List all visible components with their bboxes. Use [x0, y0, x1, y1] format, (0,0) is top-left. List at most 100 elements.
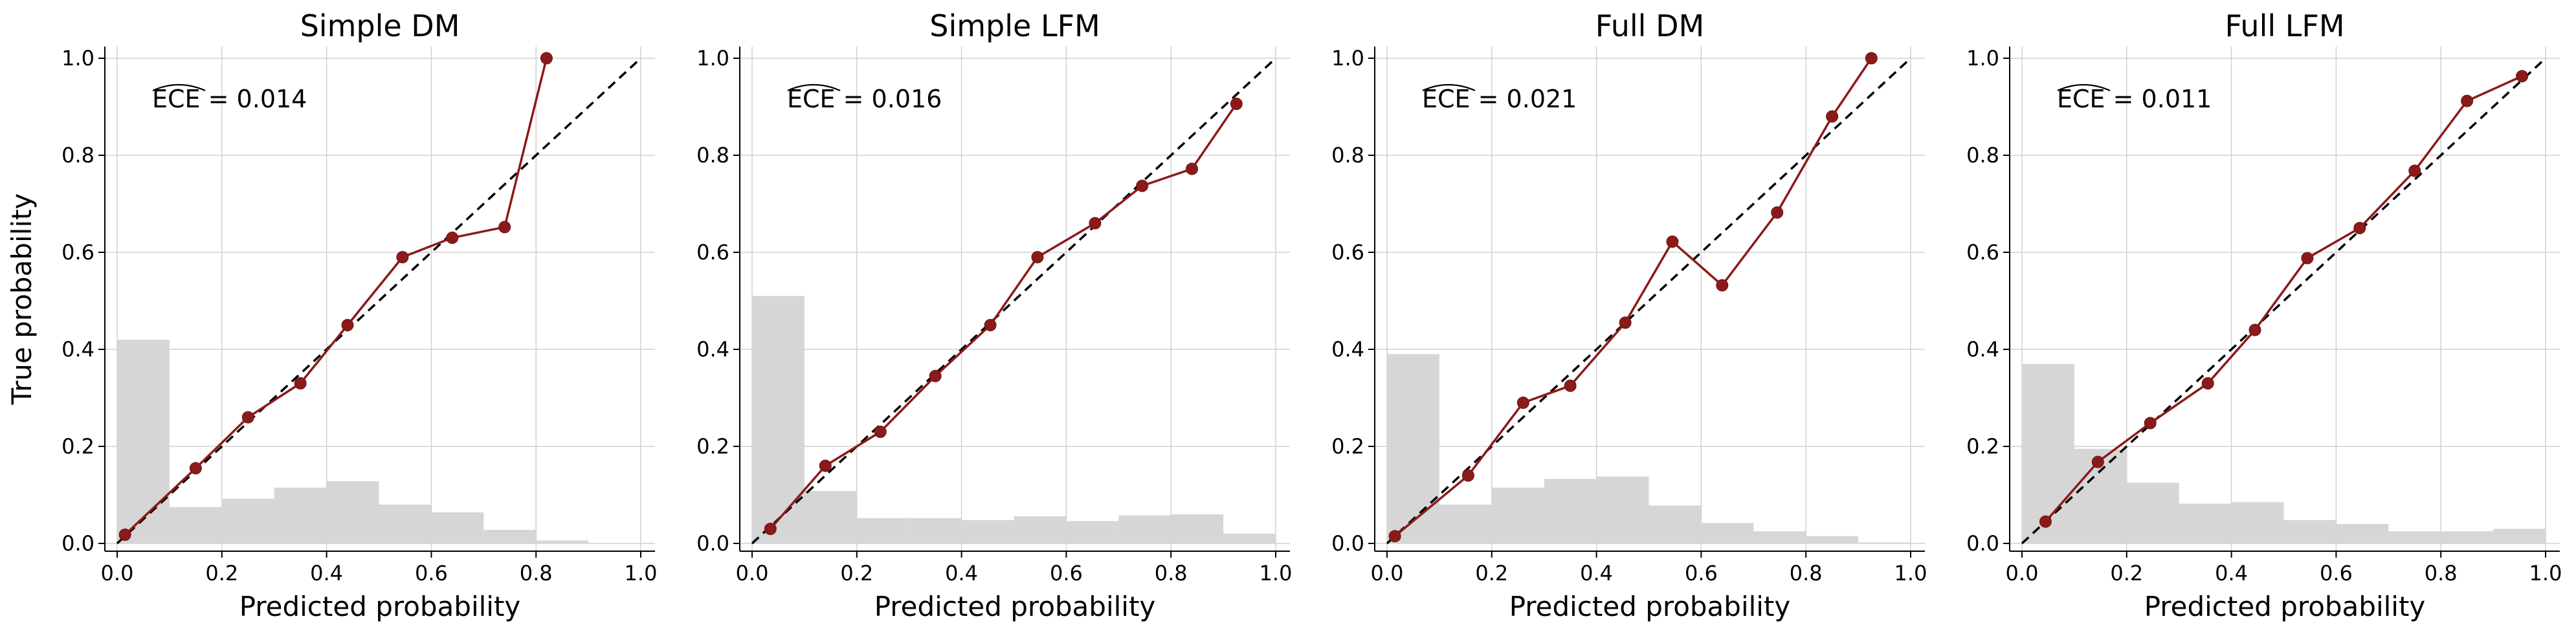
histogram-bar — [326, 481, 379, 543]
y-tick-label: 0.0 — [696, 531, 729, 556]
histogram-bar — [1701, 523, 1754, 543]
calibration-point — [929, 369, 942, 382]
histogram-bar — [1118, 515, 1171, 543]
histogram-bar — [856, 518, 909, 543]
histogram-bar — [536, 540, 589, 543]
x-axis-label: Predicted probability — [874, 591, 1156, 622]
panel-title: Simple DM — [300, 8, 460, 43]
x-tick-label: 0.6 — [415, 561, 448, 585]
x-tick-label: 0.8 — [1155, 561, 1188, 585]
calibration-point — [2301, 252, 2314, 265]
calibration-point — [819, 459, 832, 472]
panel-3: 0.0 0.2 0.4 0.6 0.8 1.0 0.0 0.2 0.4 0.6 0.8 1.0 Full… — [1966, 8, 2562, 622]
ece-annotation: ECE = 0.016 — [787, 85, 942, 113]
calibration-point — [1516, 397, 1529, 409]
calibration-point — [1230, 98, 1243, 110]
histogram-bar — [1439, 505, 1492, 543]
histogram-bar — [431, 512, 484, 543]
y-tick-label: 0.2 — [61, 434, 94, 459]
histogram-bar — [117, 340, 170, 543]
ece-symbol: ECE — [1422, 85, 1471, 113]
calibration-point — [1031, 251, 1044, 263]
histogram-bar — [1066, 521, 1119, 543]
calibration-point — [540, 52, 553, 65]
ece-value: = 0.021 — [1471, 85, 1577, 113]
x-tick-label: 0.8 — [2425, 561, 2458, 585]
perfect-calibration-line — [751, 57, 1277, 545]
x-axis-label: Predicted probability — [239, 591, 521, 622]
histogram-bar — [909, 518, 962, 543]
y-tick-label: 0.0 — [61, 531, 94, 556]
x-tick-label: 0.4 — [945, 561, 978, 585]
y-tick-label: 0.2 — [696, 434, 729, 459]
x-tick-label: 0.6 — [1685, 561, 1718, 585]
perfect-calibration-line — [2021, 57, 2547, 545]
histogram-bar — [2231, 502, 2284, 543]
calibration-curve — [769, 103, 1238, 530]
x-axis-label: Predicted probability — [1509, 591, 1791, 622]
panel-2: 0.0 0.2 0.4 0.6 0.8 1.0 0.0 0.2 0.4 0.6 0.8 1.0 Full… — [1331, 8, 1927, 622]
x-tick-label: 0.2 — [1475, 561, 1508, 585]
x-tick-label: 0.2 — [205, 561, 238, 585]
calibration-point — [1461, 469, 1474, 482]
histogram-bar — [379, 505, 432, 543]
calibration-point — [2201, 377, 2214, 389]
ece-annotation: ECE = 0.011 — [2057, 85, 2212, 113]
x-tick-label: 1.0 — [2529, 561, 2562, 585]
ece-value: = 0.014 — [201, 85, 307, 113]
histogram-bar — [752, 296, 805, 543]
ece-symbol: ECE — [2057, 85, 2105, 113]
calibration-point — [984, 319, 997, 331]
hat-icon — [152, 83, 206, 92]
ece-value: = 0.011 — [2105, 85, 2212, 113]
ece-annotation: ECE = 0.014 — [152, 85, 307, 113]
histogram-bar — [804, 491, 857, 543]
histogram-bar — [1171, 514, 1224, 543]
histogram-bar — [169, 507, 222, 543]
x-tick-label: 0.8 — [1790, 561, 1823, 585]
hat-icon — [787, 83, 841, 92]
histogram-bar — [1223, 534, 1276, 543]
y-tick-label: 0.2 — [1966, 434, 1999, 459]
calibration-point — [2516, 70, 2529, 83]
histogram-bar — [1596, 476, 1649, 543]
histogram-bar — [2022, 364, 2074, 543]
histogram-bar — [1753, 531, 1806, 543]
y-tick-label: 0.4 — [1331, 337, 1364, 362]
histogram-bar — [483, 530, 537, 543]
hat-icon — [2057, 83, 2111, 92]
y-tick-label: 0.4 — [696, 337, 729, 362]
calibration-curve — [1394, 58, 1872, 538]
calibration-point — [1564, 379, 1577, 392]
calibration-point — [1716, 279, 1729, 292]
y-tick-label: 0.8 — [61, 143, 94, 168]
histogram-bar — [2283, 520, 2337, 543]
y-tick-label: 0.6 — [1966, 240, 1999, 265]
calibration-point — [1619, 316, 1632, 329]
calibration-point — [1826, 110, 1839, 123]
x-tick-label: 0.4 — [2215, 561, 2248, 585]
x-axis-label: Predicted probability — [2144, 591, 2426, 622]
panel-title: Simple LFM — [929, 8, 1100, 43]
ece-value: = 0.016 — [836, 85, 942, 113]
panel-title: Full LFM — [2225, 8, 2344, 43]
x-tick-label: 0.4 — [1580, 561, 1613, 585]
calibration-curve — [124, 58, 548, 536]
x-tick-label: 0.2 — [840, 561, 873, 585]
calibration-point — [2144, 417, 2157, 430]
calibration-point — [446, 232, 459, 244]
histogram-bar — [2493, 529, 2546, 543]
y-tick-label: 0.8 — [1331, 143, 1364, 168]
x-tick-label: 1.0 — [625, 561, 658, 585]
panel-1: 0.0 0.2 0.4 0.6 0.8 1.0 0.0 0.2 0.4 0.6 0.8 1.0 Simp… — [696, 8, 1292, 622]
y-tick-label: 0.6 — [696, 240, 729, 265]
calibration-point — [294, 377, 307, 389]
ece-symbol: ECE — [152, 85, 201, 113]
x-tick-label: 1.0 — [1894, 561, 1927, 585]
y-tick-label: 0.0 — [1966, 531, 1999, 556]
histogram-bar — [1014, 516, 1067, 543]
histogram-bar — [274, 487, 327, 543]
x-tick-label: 0.0 — [736, 561, 769, 585]
calibration-point — [341, 319, 354, 331]
